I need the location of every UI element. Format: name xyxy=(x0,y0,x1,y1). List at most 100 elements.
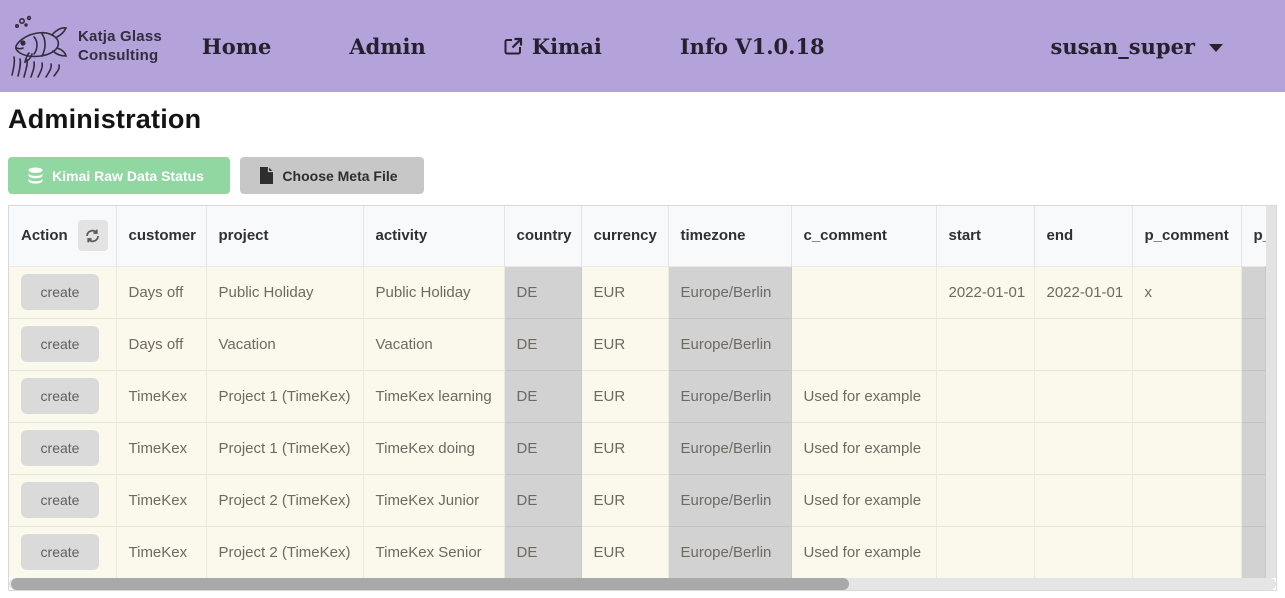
currency-cell: EUR xyxy=(581,369,669,422)
p-comment-cell xyxy=(1132,525,1242,578)
timezone-cell: Europe/Berlin xyxy=(668,525,792,578)
customer-cell: Days off xyxy=(116,265,207,318)
action-cell: create xyxy=(9,369,117,422)
table-row: create TimeKex Project 2 (TimeKex) TimeK… xyxy=(9,525,1266,578)
brand-name: Katja Glass Consulting xyxy=(78,28,162,64)
action-cell: create xyxy=(9,317,117,370)
table-body: create Days off Public Holiday Public Ho… xyxy=(9,265,1266,578)
end-cell xyxy=(1034,421,1133,474)
timezone-cell: Europe/Berlin xyxy=(668,473,792,526)
action-header-label: Action xyxy=(21,227,68,245)
create-button[interactable]: create xyxy=(21,534,99,571)
refresh-button[interactable] xyxy=(77,220,108,252)
start-cell xyxy=(936,525,1035,578)
start-cell xyxy=(936,473,1035,526)
col-header-end: end xyxy=(1034,206,1133,266)
p-comment-cell xyxy=(1132,473,1242,526)
p-truncated-cell xyxy=(1241,525,1266,578)
user-menu[interactable]: susan_super xyxy=(1050,33,1223,59)
project-cell: Project 2 (TimeKex) xyxy=(206,525,364,578)
p-truncated-cell xyxy=(1241,421,1266,474)
start-cell: 2022-01-01 xyxy=(936,265,1035,318)
p-truncated-cell xyxy=(1241,317,1266,370)
p-truncated-cell xyxy=(1241,369,1266,422)
c-comment-cell xyxy=(791,265,937,318)
end-cell xyxy=(1034,369,1133,422)
p-comment-cell xyxy=(1132,421,1242,474)
timezone-cell: Europe/Berlin xyxy=(668,265,792,318)
table-row: create Days off Vacation Vacation DE EUR… xyxy=(9,317,1266,370)
activity-cell: Public Holiday xyxy=(363,265,505,318)
end-cell xyxy=(1034,473,1133,526)
timezone-cell: Europe/Berlin xyxy=(668,421,792,474)
timezone-cell: Europe/Berlin xyxy=(668,369,792,422)
main-nav: Home Admin Kimai Info V1.0.18 xyxy=(202,34,825,59)
nav-kimai[interactable]: Kimai xyxy=(504,34,602,59)
nav-home[interactable]: Home xyxy=(201,33,272,59)
create-button[interactable]: create xyxy=(21,326,99,362)
choose-meta-file-button[interactable]: Choose Meta File xyxy=(240,157,424,194)
table-row: create TimeKex Project 2 (TimeKex) TimeK… xyxy=(9,473,1266,526)
action-cell: create xyxy=(9,421,117,474)
horizontal-scrollbar-thumb[interactable] xyxy=(11,578,849,590)
country-cell: DE xyxy=(504,421,582,474)
p-comment-cell xyxy=(1132,317,1242,370)
table-header: Action xyxy=(9,206,1266,266)
external-link-icon xyxy=(504,37,522,54)
col-header-country: country xyxy=(504,206,582,266)
horizontal-scrollbar[interactable] xyxy=(9,578,1276,590)
activity-cell: TimeKex Junior xyxy=(363,473,505,526)
start-cell xyxy=(936,421,1035,474)
navbar: Katja Glass Consulting Home Admin Kimai … xyxy=(0,0,1285,92)
country-cell: DE xyxy=(504,473,582,526)
p-comment-cell: x xyxy=(1132,265,1242,318)
raw-data-table-card: Action xyxy=(8,205,1277,591)
toolbar: Kimai Raw Data Status Choose Meta File xyxy=(8,157,1285,194)
action-cell: create xyxy=(9,525,117,578)
currency-cell: EUR xyxy=(581,473,669,526)
table-row: create TimeKex Project 1 (TimeKex) TimeK… xyxy=(9,421,1266,474)
country-cell: DE xyxy=(504,525,582,578)
start-cell xyxy=(936,317,1035,370)
currency-cell: EUR xyxy=(581,421,669,474)
vertical-scrollbar[interactable] xyxy=(1266,206,1276,578)
col-header-currency: currency xyxy=(581,206,669,266)
col-header-p-truncated: p_b xyxy=(1241,206,1266,266)
project-cell: Project 1 (TimeKex) xyxy=(206,421,364,474)
brand-logo[interactable]: Katja Glass Consulting xyxy=(8,13,162,79)
activity-cell: TimeKex Senior xyxy=(363,525,505,578)
c-comment-cell xyxy=(791,317,937,370)
c-comment-cell: Used for example xyxy=(791,421,937,474)
kimai-raw-data-status-button[interactable]: Kimai Raw Data Status xyxy=(8,157,230,194)
col-header-p-comment: p_comment xyxy=(1132,206,1242,266)
nav-admin[interactable]: Admin xyxy=(349,33,426,59)
p-truncated-cell xyxy=(1241,473,1266,526)
create-button[interactable]: create xyxy=(21,378,99,414)
customer-cell: TimeKex xyxy=(116,473,207,526)
col-header-activity: activity xyxy=(363,206,505,266)
end-cell: 2022-01-01 xyxy=(1034,265,1133,318)
country-cell: DE xyxy=(504,317,582,370)
refresh-icon xyxy=(86,229,99,243)
create-button[interactable]: create xyxy=(21,430,99,466)
chevron-down-icon xyxy=(1209,43,1223,52)
activity-cell: Vacation xyxy=(363,317,505,370)
username: susan_super xyxy=(1050,33,1196,59)
currency-cell: EUR xyxy=(581,317,669,370)
action-cell: create xyxy=(9,265,117,318)
col-header-c-comment: c_comment xyxy=(791,206,937,266)
activity-cell: TimeKex doing xyxy=(363,421,505,474)
table-row: create TimeKex Project 1 (TimeKex) TimeK… xyxy=(9,369,1266,422)
action-cell: create xyxy=(9,473,117,526)
nav-info-version[interactable]: Info V1.0.18 xyxy=(679,33,825,59)
create-button[interactable]: create xyxy=(21,482,99,518)
project-cell: Project 2 (TimeKex) xyxy=(206,473,364,526)
choose-meta-file-label: Choose Meta File xyxy=(282,167,398,184)
p-truncated-cell xyxy=(1241,265,1266,318)
c-comment-cell: Used for example xyxy=(791,473,937,526)
create-button[interactable]: create xyxy=(21,274,99,310)
col-header-timezone: timezone xyxy=(668,206,792,266)
activity-cell: TimeKex learning xyxy=(363,369,505,422)
start-cell xyxy=(936,369,1035,422)
p-comment-cell xyxy=(1132,369,1242,422)
